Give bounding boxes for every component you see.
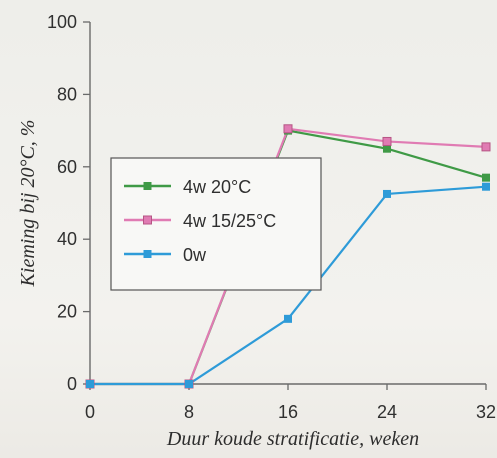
legend-marker-2 (143, 215, 152, 225)
legend-marker-1 (143, 182, 152, 190)
data-point-series-2 (481, 142, 491, 152)
y-tick-label: 40 (57, 229, 77, 249)
y-tick-label: 80 (57, 84, 77, 104)
y-tick-label: 100 (47, 12, 77, 32)
series-points (85, 124, 491, 389)
x-tick-label: 0 (85, 402, 95, 422)
x-tick-label: 8 (184, 402, 194, 422)
legend-label-2: 4w 15/25°C (183, 211, 276, 231)
data-point-series-3 (86, 380, 94, 388)
x-ticks: 0 8 16 24 32 (85, 384, 496, 422)
legend-marker-3 (143, 250, 152, 258)
data-point-series-3 (284, 314, 292, 323)
legend-items: 4w 20°C 4w 15/25°C 0w (124, 177, 276, 265)
data-point-series-2 (382, 136, 392, 146)
data-point-series-1 (383, 144, 391, 153)
y-axis-label: Kieming bij 20°C, % (17, 120, 39, 288)
y-ticks: 0 20 40 60 80 100 (47, 12, 90, 394)
x-axis-label: Duur koude stratificatie, weken (166, 428, 419, 450)
y-tick-label: 60 (57, 157, 77, 177)
legend-label-3: 0w (183, 245, 207, 265)
x-tick-label: 16 (278, 402, 298, 422)
data-point-series-3 (482, 182, 490, 191)
data-point-series-2 (283, 124, 293, 134)
legend-label-1: 4w 20°C (183, 177, 251, 197)
legend: 4w 20°C 4w 15/25°C 0w (110, 157, 322, 291)
x-tick-label: 32 (476, 402, 496, 422)
y-tick-label: 20 (57, 302, 77, 322)
y-tick-label: 0 (67, 374, 77, 394)
data-point-series-3 (383, 189, 391, 198)
x-tick-label: 24 (377, 402, 397, 422)
data-point-series-1 (482, 173, 490, 182)
data-point-series-3 (185, 380, 193, 388)
